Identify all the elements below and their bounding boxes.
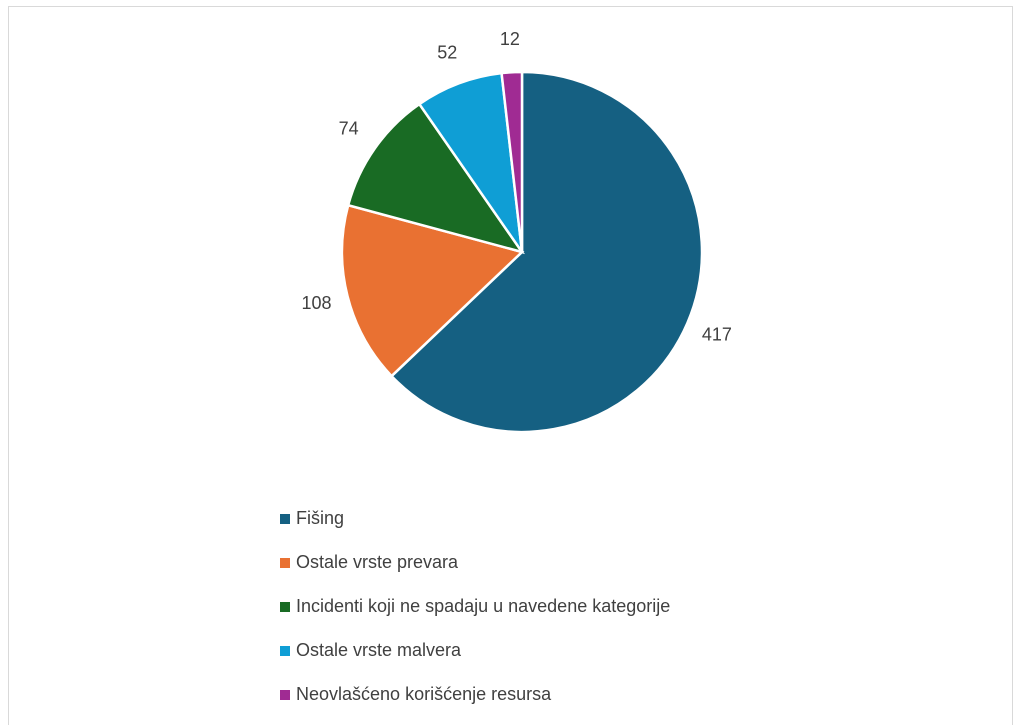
legend-label: Ostale vrste malvera (296, 640, 462, 660)
data-label: 417 (702, 324, 732, 344)
data-label: 52 (437, 42, 457, 62)
data-label: 74 (339, 119, 359, 139)
data-label: 108 (302, 293, 332, 313)
pie-slice (389, 70, 704, 434)
pie-slice (500, 70, 524, 253)
legend-swatch (280, 602, 290, 612)
legend-swatch (280, 690, 290, 700)
pie-slice (340, 203, 525, 378)
legend-swatch (280, 646, 290, 656)
legend-label: Neovlašćeno korišćenje resursa (296, 684, 552, 704)
legend-swatch (280, 558, 290, 568)
legend-swatch (280, 514, 290, 524)
legend-label: Fišing (296, 508, 344, 528)
legend-label: Ostale vrste prevara (296, 552, 459, 572)
legend-label: Incidenti koji ne spadaju u navedene kat… (296, 596, 670, 616)
data-label: 12 (500, 29, 520, 49)
pie-slice (346, 102, 525, 255)
